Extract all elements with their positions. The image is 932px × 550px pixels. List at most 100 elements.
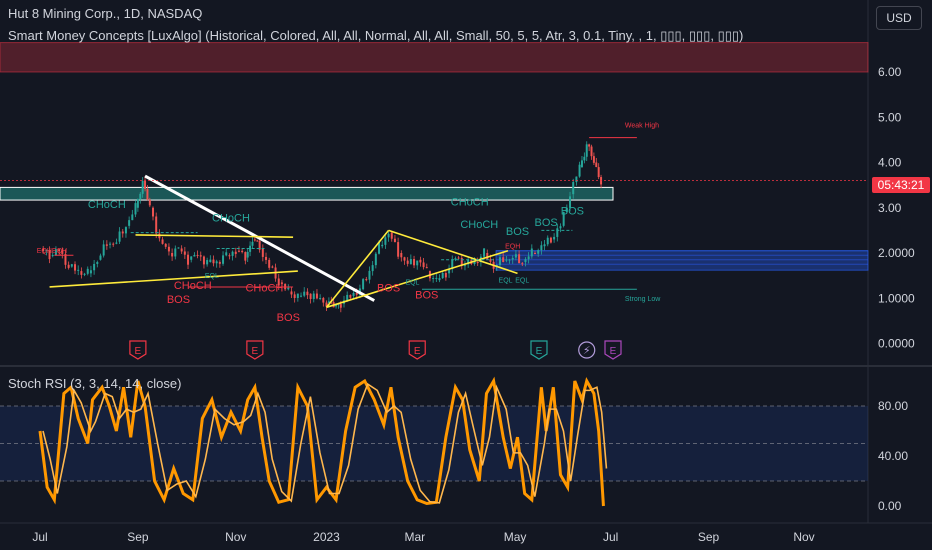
time-tick-label: Nov xyxy=(793,530,814,544)
candle-body xyxy=(463,265,466,267)
candle-body xyxy=(422,262,425,268)
candle-body xyxy=(355,292,358,295)
candle-body xyxy=(218,262,221,264)
annotation-bos: BOS xyxy=(167,294,190,306)
trendline xyxy=(325,229,390,308)
annotation-bos: BOS xyxy=(377,282,400,294)
candle-body xyxy=(595,162,598,168)
candle-body xyxy=(228,255,231,257)
countdown-price-tag: 05:43:21 xyxy=(872,177,930,193)
annotation-bos: BOS xyxy=(506,226,529,238)
trendline xyxy=(135,234,294,238)
candle-body xyxy=(390,232,393,239)
candle-body xyxy=(590,146,593,157)
earnings-marker xyxy=(246,340,264,360)
currency-button[interactable]: USD xyxy=(876,6,922,30)
candle-body xyxy=(521,263,524,265)
candle-body xyxy=(457,257,460,259)
candle-body xyxy=(460,257,463,266)
candle-body xyxy=(167,246,170,252)
candle-body xyxy=(505,259,508,261)
candle-body xyxy=(102,244,105,256)
candle-body xyxy=(83,273,86,275)
candle-body xyxy=(109,243,112,245)
candle-body xyxy=(580,160,583,168)
candle-body xyxy=(419,259,422,263)
candle-body xyxy=(530,248,533,257)
annotation-choch: CHoCH xyxy=(174,280,212,292)
price-tick-label: 2.0000 xyxy=(878,246,915,260)
candle-body xyxy=(444,272,447,278)
candle-body xyxy=(588,144,591,147)
zone-discount xyxy=(495,250,869,271)
price-tick-label: 3.00 xyxy=(878,201,902,215)
candle-body xyxy=(148,199,151,206)
annotation-eqheqh: EQHEQH xyxy=(37,248,67,255)
candle-body xyxy=(441,272,444,279)
candle-body xyxy=(177,247,180,249)
candle-body xyxy=(67,264,70,268)
candle-body xyxy=(139,193,142,200)
candle-body xyxy=(64,253,67,265)
candle-body xyxy=(48,250,51,260)
candle-body xyxy=(409,258,412,265)
candle-body xyxy=(202,256,205,265)
candle-body xyxy=(187,254,190,265)
candle-body xyxy=(425,267,428,269)
candle-body xyxy=(306,291,309,296)
candle-body xyxy=(196,254,199,256)
trendline xyxy=(49,270,298,288)
candle-body xyxy=(319,298,322,300)
candle-body xyxy=(387,233,390,238)
stoch-rsi-title[interactable]: Stoch RSI (3, 3, 14, 14, close) xyxy=(8,376,182,391)
stoch-d-line xyxy=(42,382,608,504)
time-tick-label: Sep xyxy=(127,530,149,544)
candle-body xyxy=(583,156,586,161)
indicator-title[interactable]: Smart Money Concepts [LuxAlgo] (Historic… xyxy=(8,28,744,43)
earnings-marker-letter: E xyxy=(414,346,421,357)
candle-body xyxy=(93,263,96,271)
candle-body xyxy=(51,255,54,257)
annotation-eqh: EQH xyxy=(505,243,520,250)
candle-body xyxy=(161,239,164,244)
candle-body xyxy=(199,255,202,257)
candle-body xyxy=(569,196,572,208)
candle-body xyxy=(524,259,527,263)
candle-body xyxy=(251,241,254,246)
candle-body xyxy=(131,214,134,221)
candle-body xyxy=(249,245,252,252)
level-label: Weak High xyxy=(625,123,659,130)
annotation-bos: BOS xyxy=(535,217,558,229)
candle-body xyxy=(234,251,237,254)
candle-body xyxy=(105,244,108,246)
candle-body xyxy=(349,294,352,298)
price-tick-label: 4.00 xyxy=(878,156,902,170)
candle-body xyxy=(180,248,183,252)
candle-body xyxy=(303,291,306,296)
candle-body xyxy=(592,156,595,163)
candle-body xyxy=(543,244,546,247)
level-label: Strong Low xyxy=(625,296,661,303)
candle-body xyxy=(237,250,240,252)
candle-body xyxy=(244,252,247,261)
earnings-marker-letter: E xyxy=(252,346,259,357)
candle-body xyxy=(293,294,296,299)
candle-body xyxy=(534,253,537,254)
candle-body xyxy=(54,249,57,256)
candle-body xyxy=(365,279,368,281)
annotation-choch: CHoCH xyxy=(212,212,250,224)
candle-body xyxy=(70,264,73,267)
candle-body xyxy=(498,257,501,265)
candle-body xyxy=(146,188,149,200)
candle-body xyxy=(448,268,451,274)
candle-body xyxy=(511,257,514,260)
time-tick-label: Sep xyxy=(698,530,720,544)
annotation-choch: CHoCH xyxy=(88,199,126,211)
candle-body xyxy=(553,236,556,240)
candle-body xyxy=(597,167,600,178)
earnings-marker xyxy=(408,340,426,360)
candle-body xyxy=(537,250,540,254)
candle-body xyxy=(190,256,193,260)
candle-body xyxy=(215,261,218,264)
